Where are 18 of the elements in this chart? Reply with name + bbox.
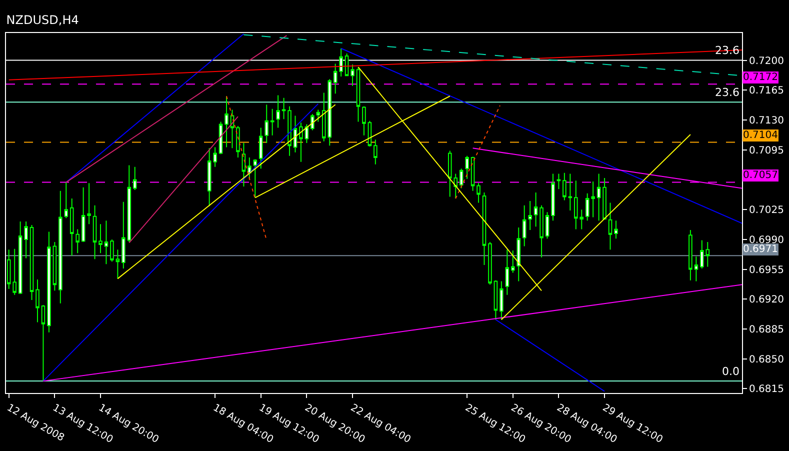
y-tick-label: 0.7200 xyxy=(749,56,784,67)
y-tick-label: 0.7025 xyxy=(749,205,784,216)
chart-title: NZDUSD,H4 xyxy=(6,13,79,28)
annotation: 23.6 xyxy=(715,86,740,99)
y-tick-label: 0.7130 xyxy=(749,116,784,127)
y-tick-label: 0.7095 xyxy=(749,145,784,156)
ref-line-label: 0.6971 xyxy=(743,244,778,255)
ref-line-label: 0.7057 xyxy=(743,170,778,181)
y-tick-label: 0.6920 xyxy=(749,294,784,306)
y-tick-label: 0.6885 xyxy=(749,324,784,336)
ref-line-label: 0.7104 xyxy=(743,130,778,141)
ref-line-label: 0.7172 xyxy=(743,72,778,83)
y-tick-label: 0.6955 xyxy=(749,264,784,276)
y-tick-label: 0.6815 xyxy=(749,384,784,396)
annotation: 0.0 xyxy=(722,365,740,378)
y-tick-label: 0.7165 xyxy=(749,86,784,97)
y-tick-label: 0.6850 xyxy=(749,354,784,366)
y-tick-label: 0.6990 xyxy=(749,234,784,246)
